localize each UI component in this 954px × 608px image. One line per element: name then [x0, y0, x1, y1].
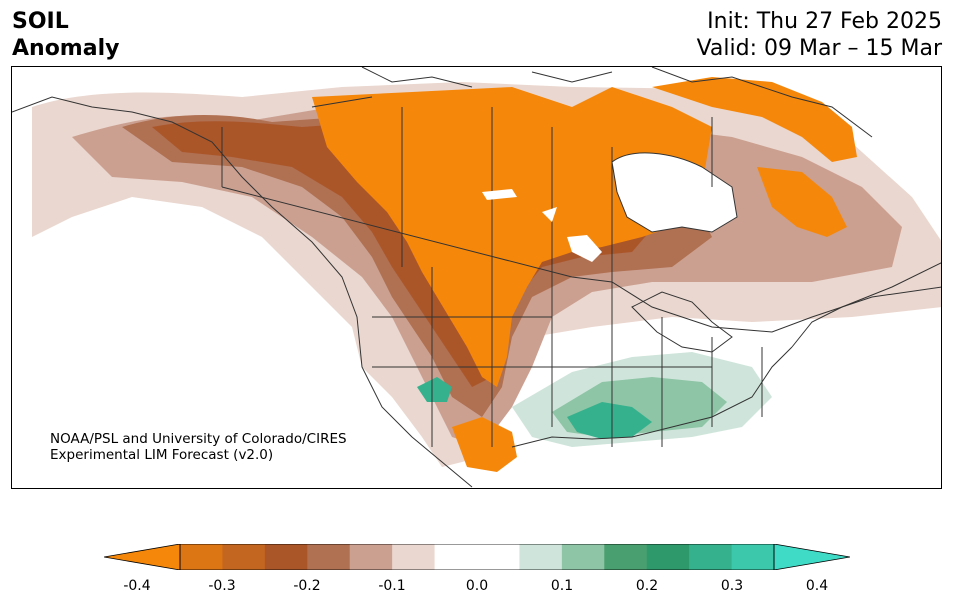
- wet-southwest-region: [417, 377, 452, 402]
- field-name: Anomaly: [12, 36, 120, 61]
- east-coast: [791, 262, 941, 348]
- colorbar-tick-label: -0.1: [378, 578, 406, 594]
- colorbar-low-extension: [104, 544, 181, 570]
- great-lakes: [631, 291, 733, 353]
- colorbar-tick-label: -0.2: [293, 578, 321, 594]
- colorbar-segments: [180, 544, 775, 570]
- speck-1: [482, 189, 517, 200]
- colorbar-segment: [689, 544, 733, 570]
- map-panel: NOAA/PSL and University of Colorado/CIRE…: [11, 66, 942, 489]
- colorbar-tick-label: 0.2: [635, 578, 659, 594]
- credit-line-2: Experimental LIM Forecast (v2.0): [50, 447, 274, 463]
- colorbar-segment: [264, 544, 308, 570]
- colorbar-segment: [519, 544, 563, 570]
- forecast-credit: NOAA/PSL and University of Colorado/CIRE…: [50, 431, 347, 463]
- colorbar-segment: [307, 544, 351, 570]
- colorbar-segment: [434, 544, 478, 570]
- west-coast: [12, 96, 473, 488]
- white-specks: [482, 189, 602, 262]
- colorbar-segment: [731, 544, 775, 570]
- boundary-lines: [12, 67, 941, 488]
- speck-3: [542, 207, 557, 222]
- soil-anomaly-map: [12, 67, 941, 488]
- arctic-islands: [361, 67, 873, 138]
- colorbar-high-extension: [773, 544, 850, 570]
- canada-us-border: [221, 186, 941, 333]
- colorbar-segment: [561, 544, 605, 570]
- colorbar-segment: [604, 544, 648, 570]
- colorbar-tick-label: -0.3: [208, 578, 236, 594]
- colorbar-tick-label: 0.0: [465, 578, 489, 594]
- dry-anomaly-shading: [32, 77, 941, 472]
- wet-anomaly-shading: [417, 352, 772, 447]
- hudson-bay-outline: [611, 152, 738, 233]
- colorbar-segment: [477, 544, 520, 570]
- colorbar-tick-label: 0.4: [805, 578, 829, 594]
- gulf-coast: [511, 346, 793, 448]
- init-date: Init: Thu 27 Feb 2025: [707, 9, 942, 34]
- forecast-dates: Init: Thu 27 Feb 2025 Valid: 09 Mar – 15…: [697, 8, 942, 62]
- colorbar-tick-label: 0.1: [550, 578, 574, 594]
- valid-period: Valid: 09 Mar – 15 Mar: [696, 36, 942, 61]
- colorbar-tick-label: 0.3: [720, 578, 744, 594]
- map-title: SOIL Anomaly: [12, 8, 119, 62]
- colorbar-outline: [179, 544, 775, 570]
- colorbar-segment: [392, 544, 436, 570]
- dry-strong-labrador: [757, 167, 847, 237]
- credit-line-1: NOAA/PSL and University of Colorado/CIRE…: [50, 431, 347, 447]
- colorbar-tick-label: -0.4: [123, 578, 151, 594]
- colorbar-segment: [180, 544, 223, 570]
- colorbar: [104, 544, 850, 570]
- variable-name: SOIL: [12, 9, 69, 34]
- wet-strong-region: [567, 402, 652, 439]
- dry-strong-arctic: [652, 77, 857, 162]
- dry-strong-southwest: [452, 417, 517, 472]
- colorbar-segment: [222, 544, 266, 570]
- speck-2: [567, 235, 602, 262]
- colorbar-segment: [646, 544, 690, 570]
- colorbar-segment: [349, 544, 393, 570]
